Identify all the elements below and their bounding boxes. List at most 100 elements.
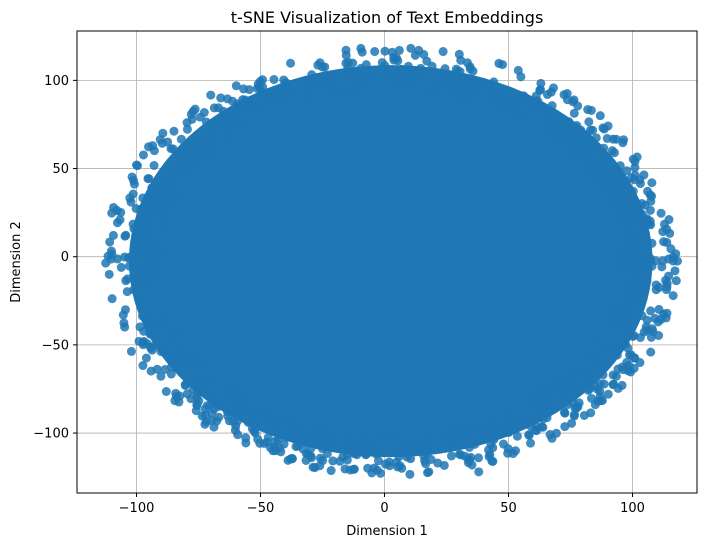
scatter-point [591,133,601,143]
scatter-point [598,370,608,380]
scatter-point [277,418,287,428]
scatter-point [380,46,390,56]
scatter-point [138,361,148,371]
scatter-point [599,379,609,389]
y-tick-label: 0 [61,250,69,265]
scatter-point [602,360,612,370]
scatter-point [567,418,577,428]
scatter-point [173,324,183,334]
scatter-point [657,262,667,272]
scatter-point [536,103,546,113]
scatter-point [287,432,297,442]
scatter-point [635,358,645,368]
scatter-point [608,308,618,318]
scatter-point [656,314,666,324]
scatter-point [452,73,462,83]
scatter-point [621,279,631,289]
scatter-point [161,312,171,322]
scatter-point [621,289,631,299]
scatter-point [542,122,552,132]
scatter-point [619,262,629,272]
scatter-point [444,424,454,434]
scatter-point [595,386,605,396]
scatter-point [123,274,133,284]
scatter-point [568,97,578,107]
scatter-point [345,465,355,475]
scatter-point [141,353,151,363]
scatter-point [173,160,183,170]
scatter-point [466,452,476,462]
scatter-point [646,306,656,316]
scatter-point [166,369,176,379]
scatter-point [630,266,640,276]
scatter-point [552,117,562,127]
scatter-point [613,201,623,211]
scatter-point [583,105,593,115]
scatter-point [171,167,181,177]
scatter-point [199,360,209,370]
scatter-point [224,416,234,426]
scatter-point [190,153,200,163]
scatter-point [147,183,157,193]
scatter-point [463,85,473,95]
y-tick-label: −100 [33,427,69,442]
scatter-point [107,294,117,304]
scatter-point [151,317,161,327]
scatter-point [631,287,641,297]
scatter-point [549,130,559,140]
scatter-point [608,380,618,390]
scatter-point [612,350,622,360]
scatter-point [321,432,331,442]
scatter-point [543,392,553,402]
scatter-point [258,82,268,92]
scatter-point [192,389,202,399]
scatter-point [642,276,652,286]
x-tick-label: 100 [620,501,645,516]
scatter-point [344,86,354,96]
x-axis-label: Dimension 1 [346,524,428,539]
scatter-point [200,410,210,420]
scatter-point [612,315,622,325]
scatter-point [186,394,196,404]
scatter-point [108,230,118,240]
scatter-point [263,91,273,101]
scatter-point [161,343,171,353]
scatter-point [474,467,484,477]
scatter-point [112,218,122,228]
scatter-point [126,346,136,356]
scatter-point [231,421,241,431]
scatter-point [639,327,649,337]
scatter-point [191,362,201,372]
scatter-point [527,401,537,411]
scatter-point [567,146,577,156]
scatter-point [630,170,640,180]
scatter-point [528,104,538,114]
scatter-point [289,415,299,425]
scatter-point [668,291,678,301]
scatter-point [160,219,170,229]
scatter-point-cluster [128,65,653,458]
scatter-point [270,442,280,452]
scatter-point [612,188,622,198]
scatter-point [164,331,174,341]
scatter-point [647,238,657,248]
scatter-point [271,98,281,108]
scatter-point [516,72,526,82]
scatter-point [624,244,634,254]
scatter-point [317,78,327,88]
scatter-point [498,439,508,449]
scatter-point [600,160,610,170]
scatter-point [176,134,186,144]
scatter-point [609,148,619,158]
scatter-point [623,191,633,201]
scatter-point [602,133,612,143]
scatter-point [545,384,555,394]
scatter-point [645,216,655,226]
scatter-point [101,258,111,268]
scatter-point [640,263,650,273]
scatter-point [623,366,633,376]
scatter-point [171,391,181,401]
scatter-point [136,216,146,226]
scatter-point [494,430,504,440]
scatter-point [477,435,487,445]
